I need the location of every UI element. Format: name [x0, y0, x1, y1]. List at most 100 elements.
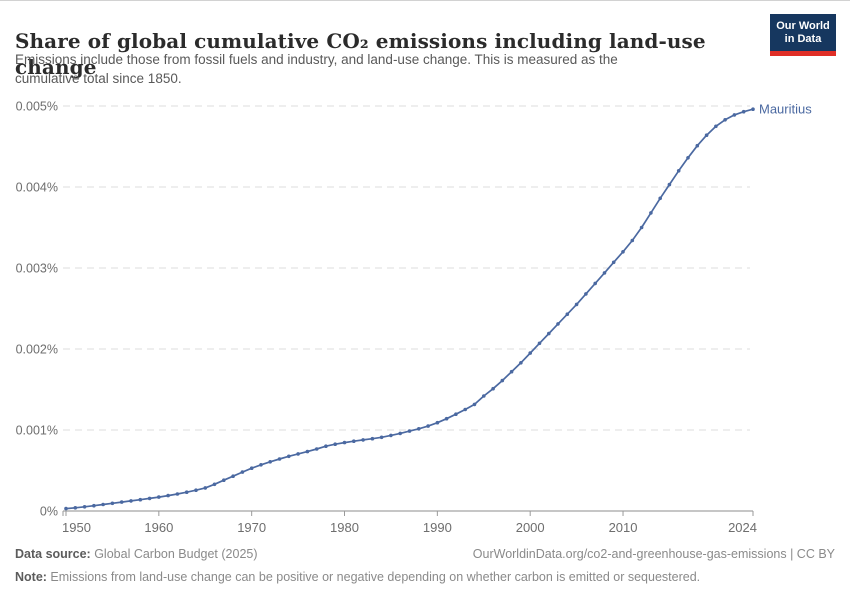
data-point-marker [203, 486, 208, 490]
x-tick-label: 1980 [330, 520, 359, 535]
data-point-marker [73, 506, 78, 510]
data-point-marker [222, 478, 226, 483]
data-point-marker [426, 424, 430, 428]
data-point-marker [101, 502, 105, 507]
data-point-marker [630, 238, 635, 243]
data-point-marker [147, 496, 152, 501]
data-point-marker [277, 457, 282, 461]
data-point-marker [491, 386, 495, 391]
data-point-marker [129, 499, 133, 503]
data-point-marker [82, 505, 87, 509]
data-point-marker [370, 436, 375, 441]
data-point-marker [593, 281, 597, 286]
data-point-marker [686, 156, 690, 160]
x-tick-label: 2024 [728, 520, 757, 535]
data-point-marker [398, 431, 403, 436]
data-point-marker [166, 493, 170, 498]
data-point-marker [528, 351, 532, 355]
data-point-marker [500, 378, 505, 383]
y-tick-label: 0.004% [16, 181, 58, 195]
chart-subtitle: Emissions include those from fossil fuel… [15, 50, 705, 88]
data-point-marker [714, 124, 718, 129]
data-point-marker [611, 260, 616, 265]
data-point-marker [741, 109, 746, 114]
y-tick-label: 0.002% [16, 343, 58, 357]
data-point-marker [602, 271, 607, 275]
data-point-marker [268, 460, 273, 464]
data-point-marker [565, 312, 570, 316]
series-label-mauritius: Mauritius [759, 102, 812, 117]
data-point-marker [314, 447, 319, 451]
data-point-marker [463, 407, 468, 412]
data-point-marker [547, 331, 551, 336]
data-point-marker [676, 169, 681, 173]
subtitle-line-2: cumulative total since 1850. [15, 71, 182, 86]
line-chart: 0% 0.001% 0.002% 0.003% 0.004% 0.005% 1950 1960… [16, 100, 813, 536]
data-point-marker [92, 503, 96, 508]
data-point-marker [240, 470, 245, 474]
y-tick-label: 0.005% [16, 100, 58, 114]
data-point-marker [482, 394, 486, 398]
y-tick-label: 0.003% [16, 262, 58, 276]
data-point-marker [333, 442, 338, 447]
data-point-marker [212, 482, 217, 487]
chart-note: Note: Emissions from land-use change can… [15, 569, 835, 586]
data-point-marker [324, 444, 328, 449]
data-point-marker [556, 322, 560, 326]
owid-logo-line2: in Data [784, 32, 822, 45]
data-point-marker [249, 466, 254, 471]
data-point-marker [667, 182, 672, 187]
data-point-marker [574, 302, 579, 307]
data-point-marker [231, 474, 235, 479]
data-point-marker [389, 433, 393, 438]
x-tick-label: 1970 [237, 520, 266, 535]
owid-logo-line1: Our World [776, 19, 830, 32]
data-point-marker [157, 495, 161, 499]
data-point-marker [287, 454, 291, 459]
data-source: Data source: Global Carbon Budget (2025) [15, 546, 258, 563]
data-point-marker [435, 420, 440, 425]
data-point-marker [296, 452, 300, 456]
data-point-marker [175, 492, 180, 496]
data-point-marker [454, 412, 458, 417]
data-point-marker [732, 113, 737, 117]
owid-logo[interactable]: Our World in Data [770, 14, 836, 56]
data-point-marker [342, 440, 347, 445]
x-tick-label: 2000 [516, 520, 545, 535]
data-point-marker [407, 429, 412, 433]
data-series-line [65, 108, 754, 510]
y-tick-label: 0.001% [16, 424, 58, 438]
data-point-marker [138, 497, 143, 502]
data-point-marker [305, 449, 310, 454]
data-point-marker [110, 501, 115, 506]
data-point-marker [361, 438, 365, 442]
y-tick-label: 0% [40, 505, 58, 519]
page-title: Share of global cumulative CO₂ emissions… [15, 29, 706, 80]
x-tick-label: 1960 [144, 520, 173, 535]
note-label: Note: [15, 570, 47, 584]
data-point-marker [658, 196, 662, 201]
data-source-label: Data source: [15, 547, 91, 561]
data-point-marker [352, 439, 356, 444]
data-point-marker [259, 463, 263, 467]
subtitle-line-1: Emissions include those from fossil fuel… [15, 52, 618, 67]
data-point-marker [649, 211, 653, 215]
data-point-marker [184, 490, 189, 495]
data-point-marker [723, 118, 727, 122]
data-point-marker [444, 416, 449, 421]
data-point-marker [379, 435, 384, 440]
data-point-marker [751, 107, 755, 111]
data-point-marker [119, 500, 124, 504]
data-point-marker [64, 506, 68, 511]
data-source-text: Global Carbon Budget (2025) [90, 547, 258, 561]
data-point-marker [194, 488, 198, 493]
owid-link[interactable]: OurWorldinData.org/co2-and-greenhouse-ga… [472, 547, 835, 561]
data-point-marker [695, 143, 700, 148]
data-point-marker [537, 341, 542, 346]
note-text: Emissions from land-use change can be po… [46, 570, 701, 584]
data-point-marker [519, 361, 523, 365]
data-point-marker [621, 250, 625, 254]
data-point-marker [509, 369, 514, 374]
chart-footer: Data source: Global Carbon Budget (2025)… [15, 546, 835, 586]
x-tick-label: 2010 [609, 520, 638, 535]
